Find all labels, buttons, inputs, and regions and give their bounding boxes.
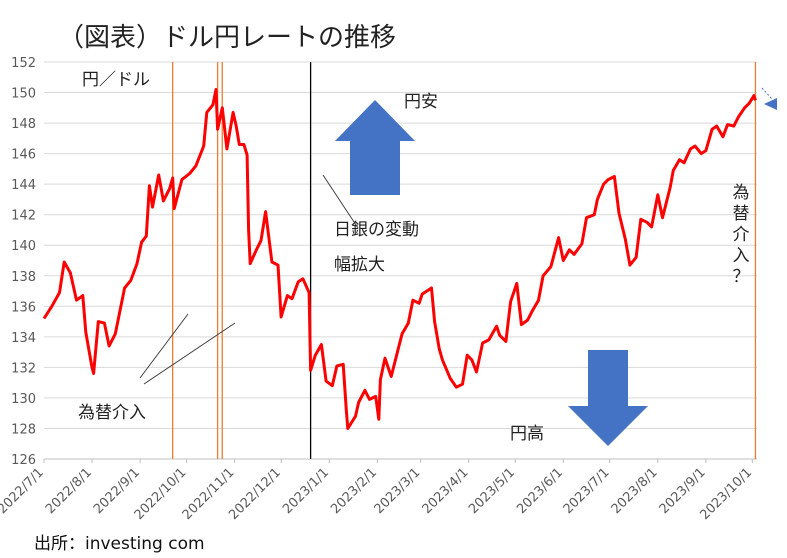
y-tick-label: 126 bbox=[11, 453, 36, 468]
x-tick-label: 2023/4/1 bbox=[420, 465, 472, 517]
unit-label: 円／ドル bbox=[82, 70, 150, 90]
x-tick-label: 2023/8/1 bbox=[609, 465, 661, 517]
x-tick-label: 2023/3/1 bbox=[372, 465, 424, 517]
x-axis-ticks: 2022/7/12022/8/12022/9/12022/10/12022/11… bbox=[0, 459, 755, 523]
boj-label-line1: 日銀の変動 bbox=[334, 220, 419, 240]
y-tick-label: 128 bbox=[11, 422, 36, 437]
y-tick-label: 138 bbox=[11, 270, 36, 285]
up-arrow-icon bbox=[335, 100, 415, 195]
x-tick-label: 2023/1/1 bbox=[280, 465, 332, 517]
y-tick-label: 148 bbox=[11, 117, 36, 132]
down-arrow-icon bbox=[568, 350, 648, 446]
y-tick-label: 134 bbox=[11, 331, 36, 346]
vertical-label-char: 介 bbox=[733, 225, 750, 245]
pointer-line-3 bbox=[322, 174, 359, 229]
y-tick-label: 146 bbox=[11, 148, 36, 163]
boj-label-line2: 幅拡大 bbox=[334, 255, 385, 275]
gridlines bbox=[44, 61, 757, 460]
small-arrow-icon bbox=[764, 98, 777, 110]
x-tick-label: 2022/8/1 bbox=[43, 465, 95, 517]
y-tick-label: 144 bbox=[11, 178, 36, 193]
y-axis-ticks: 126 128 130 132 134 136 138 140 142 144 146 148 150 1… bbox=[11, 56, 36, 468]
x-tick-label: 2023/2/1 bbox=[328, 465, 380, 517]
y-tick-label: 130 bbox=[11, 392, 36, 407]
pointer-line-2 bbox=[143, 322, 236, 385]
vertical-label-char: 替 bbox=[733, 204, 750, 224]
vertical-label-char: 為 bbox=[733, 183, 750, 203]
y-tick-label: 132 bbox=[11, 361, 36, 376]
intervention-question-label: 為替介入？ bbox=[733, 183, 750, 287]
y-tick-label: 152 bbox=[11, 56, 36, 71]
x-tick-label: 2023/5/1 bbox=[466, 465, 518, 517]
strong-yen-label: 円高 bbox=[510, 424, 544, 444]
vertical-label-char: 入 bbox=[733, 246, 750, 266]
dashed-pointer bbox=[761, 87, 773, 100]
intervention-label: 為替介入 bbox=[78, 403, 146, 423]
y-tick-label: 150 bbox=[11, 87, 36, 102]
y-tick-label: 140 bbox=[11, 239, 36, 254]
event-lines bbox=[171, 62, 757, 459]
y-tick-label: 136 bbox=[11, 300, 36, 315]
pointer-line-1 bbox=[139, 313, 189, 379]
x-tick-label: 2023/6/1 bbox=[514, 465, 566, 517]
x-tick-label: 2023/7/1 bbox=[561, 465, 613, 517]
y-tick-label: 142 bbox=[11, 209, 36, 224]
chart-title: （図表）ドル円レートの推移 bbox=[58, 23, 396, 53]
series-line bbox=[42, 88, 757, 430]
x-tick-label: 2022/7/1 bbox=[0, 465, 47, 517]
weak-yen-label: 円安 bbox=[404, 92, 438, 112]
vertical-label-char: ？ bbox=[733, 267, 750, 287]
source-note: 出所：investing com bbox=[34, 534, 205, 554]
